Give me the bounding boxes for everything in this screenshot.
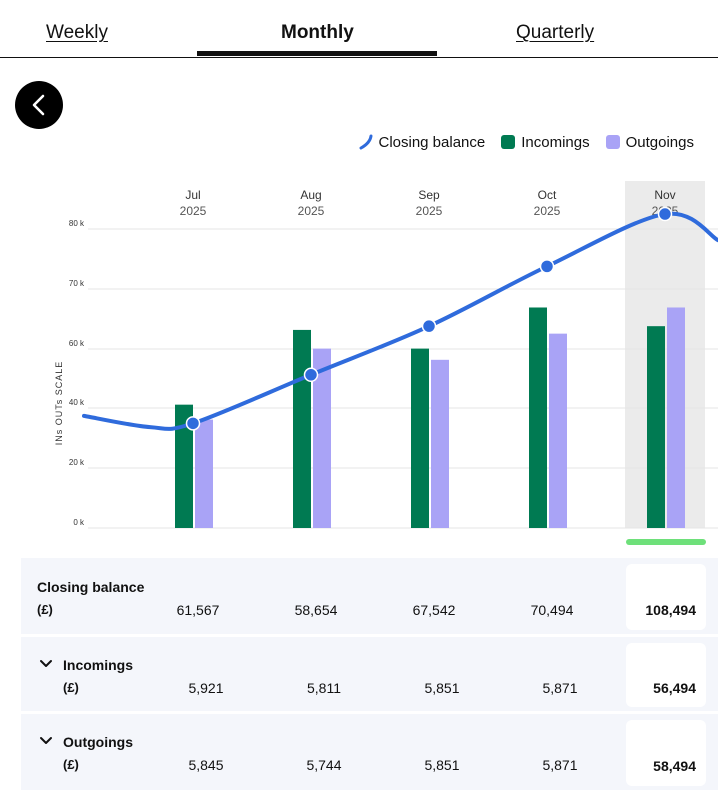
x-tick-year: 2025 bbox=[534, 204, 561, 218]
x-tick-year: 2025 bbox=[298, 204, 325, 218]
incomings-row[interactable]: Incomings (£) 5,921 5,811 5,851 5,871 56… bbox=[21, 637, 718, 711]
legend-label: Closing balance bbox=[378, 133, 486, 151]
total-cell: 108,494 bbox=[626, 564, 706, 630]
legend-label: Outgoings bbox=[625, 133, 694, 151]
row-unit: (£) bbox=[63, 757, 79, 772]
table-cell: 5,744 bbox=[306, 757, 342, 773]
total-value: 56,494 bbox=[653, 680, 696, 696]
tab-monthly[interactable]: Monthly bbox=[281, 22, 354, 43]
y-tick-label: 40 k bbox=[69, 398, 85, 407]
x-tick-year: 2025 bbox=[416, 204, 443, 218]
incomings-bar bbox=[175, 404, 193, 528]
chevron-down-icon[interactable] bbox=[39, 658, 53, 670]
table-cell: 5,871 bbox=[542, 757, 578, 773]
outgoings-bar bbox=[431, 359, 449, 528]
closing-balance-line bbox=[82, 211, 718, 431]
closing-balance-point bbox=[185, 416, 201, 431]
closing-balance-point bbox=[421, 318, 437, 334]
table-cell: 58,654 bbox=[294, 602, 338, 618]
y-tick-label: 0 k bbox=[73, 518, 85, 527]
tab-quarterly[interactable]: Quarterly bbox=[516, 22, 595, 43]
y-tick-label: 60 k bbox=[69, 339, 85, 348]
total-cell: 56,494 bbox=[626, 643, 706, 707]
outgoings-bar bbox=[195, 419, 213, 528]
total-cell: 58,494 bbox=[626, 720, 706, 786]
closing-balance-point bbox=[657, 206, 673, 222]
incomings-bar bbox=[647, 326, 665, 528]
active-tab-indicator bbox=[197, 51, 437, 56]
row-label: Outgoings bbox=[63, 734, 133, 750]
line-swatch-icon bbox=[359, 134, 373, 150]
x-tick-month: Aug bbox=[300, 188, 321, 202]
y-tick-label: 70 k bbox=[69, 279, 85, 288]
outgoings-bar bbox=[667, 307, 685, 528]
outgoings-bar bbox=[313, 348, 331, 528]
x-tick-year: 2025 bbox=[180, 204, 207, 218]
legend-closing-balance: Closing balance bbox=[358, 134, 485, 151]
legend-label: Incomings bbox=[521, 133, 590, 151]
row-unit: (£) bbox=[63, 680, 79, 695]
closing-balance-point bbox=[303, 367, 319, 383]
x-tick-month: Nov bbox=[654, 188, 675, 202]
row-unit: (£) bbox=[37, 602, 53, 617]
outgoings-bar bbox=[549, 333, 567, 528]
closing-balance-row: Closing balance (£) 61,567 58,654 67,542… bbox=[21, 558, 718, 634]
row-label: Incomings bbox=[63, 657, 134, 673]
legend-incomings: Incomings bbox=[501, 133, 590, 151]
table-cell: 5,811 bbox=[307, 680, 341, 696]
current-month-marker bbox=[626, 539, 706, 545]
period-tabs: Weekly Monthly Quarterly bbox=[0, 0, 718, 58]
x-tick-month: Sep bbox=[418, 188, 440, 202]
table-cell: 5,845 bbox=[188, 757, 224, 773]
incomings-bar bbox=[529, 307, 547, 528]
total-value: 108,494 bbox=[645, 602, 696, 618]
tab-weekly[interactable]: Weekly bbox=[46, 22, 108, 43]
table-cell: 67,542 bbox=[412, 602, 456, 618]
chevron-left-icon bbox=[32, 94, 45, 116]
table-cell: 5,851 bbox=[424, 680, 460, 696]
back-button[interactable] bbox=[15, 81, 63, 129]
row-label: Closing balance bbox=[37, 579, 145, 595]
table-cell: 70,494 bbox=[530, 602, 574, 618]
x-tick-month: Oct bbox=[538, 188, 557, 202]
y-axis-label: INs OUTs SCALE bbox=[54, 361, 64, 446]
chart-legend: Closing balance Incomings Outgoings bbox=[342, 132, 694, 152]
outgoings-row[interactable]: Outgoings (£) 5,845 5,744 5,851 5,871 58… bbox=[21, 714, 718, 790]
table-cell: 5,851 bbox=[424, 757, 460, 773]
total-value: 58,494 bbox=[653, 758, 696, 774]
incomings-bar bbox=[293, 329, 311, 528]
closing-balance-point bbox=[539, 259, 555, 274]
table-cell: 61,567 bbox=[176, 602, 220, 618]
chevron-down-icon[interactable] bbox=[39, 735, 53, 747]
table-cell: 5,871 bbox=[542, 680, 578, 696]
incomings-swatch bbox=[501, 135, 516, 149]
y-tick-label: 20 k bbox=[69, 458, 85, 467]
x-tick-month: Jul bbox=[185, 188, 200, 202]
legend-outgoings: Outgoings bbox=[605, 133, 694, 151]
outgoings-swatch bbox=[605, 135, 620, 149]
y-tick-label: 80 k bbox=[69, 219, 85, 228]
table-cell: 5,921 bbox=[188, 680, 224, 696]
incomings-bar bbox=[411, 348, 429, 528]
cashflow-chart: 0 k 20 k 40 k 60 k 70 k 80 k INs OUTs SCALE Jul… bbox=[54, 181, 718, 545]
